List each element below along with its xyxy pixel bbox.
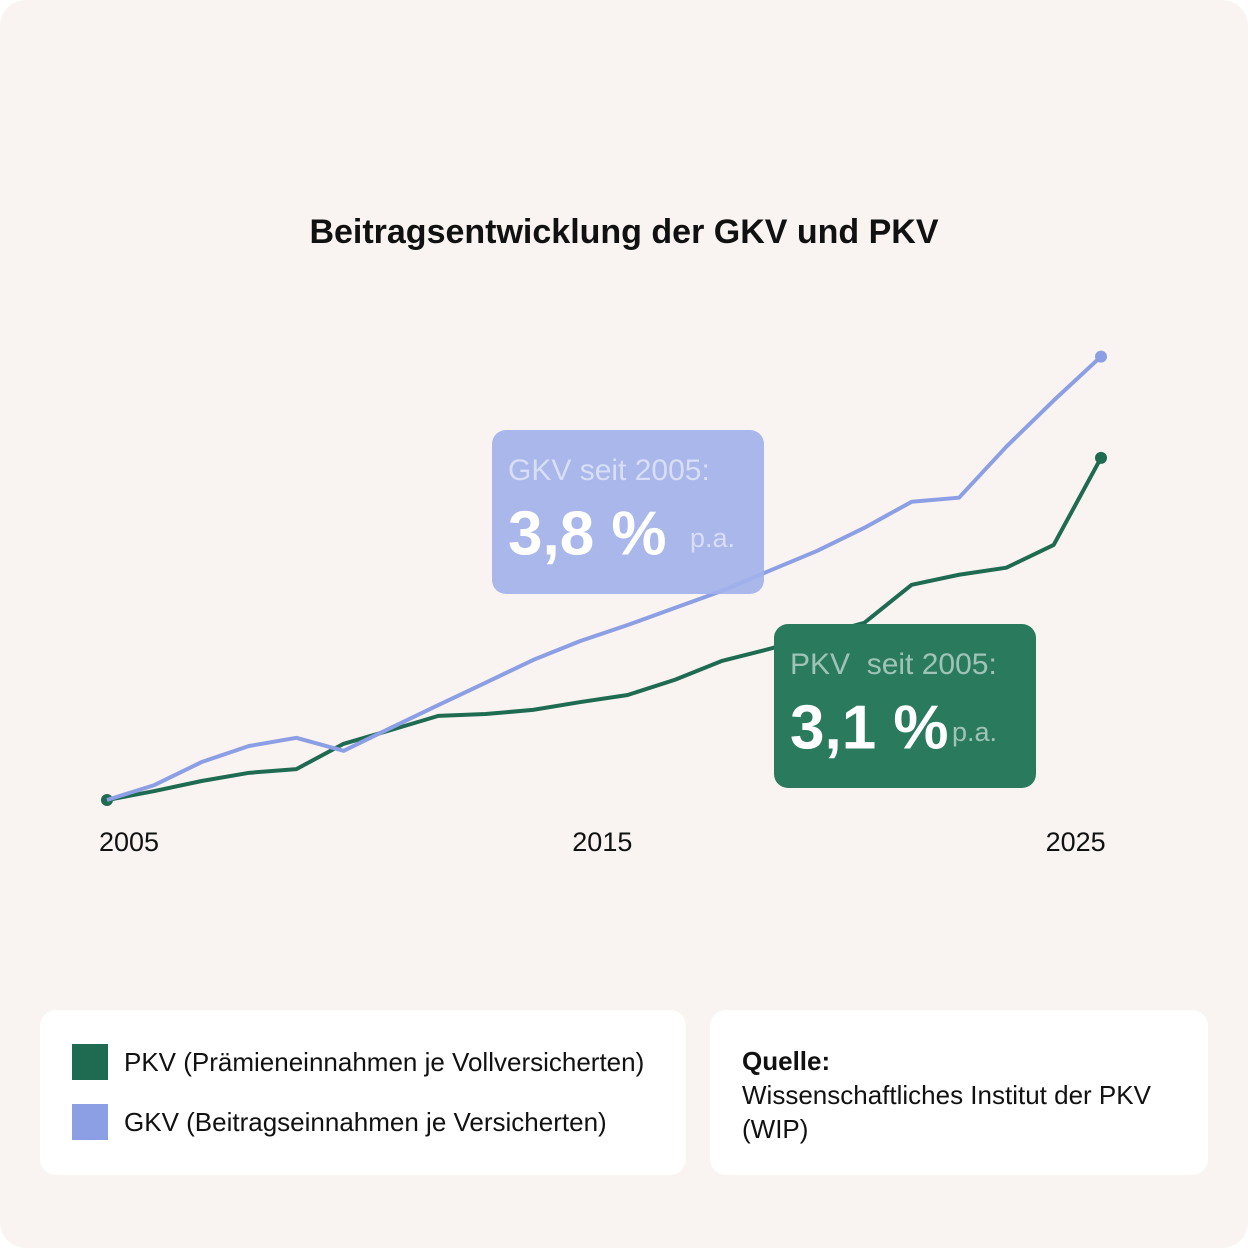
annotation-unit: p.a. <box>690 523 735 553</box>
annotation-value: 3,8 % <box>508 499 667 568</box>
legend-label: GKV (Beitragseinnahmen je Versicherten) <box>124 1106 607 1137</box>
legend-swatch <box>72 1104 108 1140</box>
annotation-label: GKV seit 2005: <box>508 454 710 487</box>
end-point <box>1095 350 1107 363</box>
chart-title: Beitragsentwicklung der GKV und PKV <box>309 213 938 251</box>
annotation-box <box>492 430 764 594</box>
annotation-box <box>774 624 1036 788</box>
legend-item: GKV (Beitragseinnahmen je Versicherten) <box>72 1104 686 1140</box>
legend-label: PKV (Prämieneinnahmen je Vollversicherte… <box>124 1046 645 1077</box>
annotation-unit: p.a. <box>952 717 997 747</box>
legend-item: PKV (Prämieneinnahmen je Vollversicherte… <box>72 1044 686 1080</box>
legend-swatch <box>72 1044 108 1080</box>
source-panel: Quelle: Wissenschaftliches Institut der … <box>710 1010 1208 1175</box>
source-label: Quelle: <box>742 1046 831 1076</box>
x-tick-label: 2005 <box>99 827 159 857</box>
annotation: PKV seit 2005: 3,1 % p.a. <box>774 624 1036 788</box>
series-line <box>106 355 1103 802</box>
annotation-label: PKV seit 2005: <box>790 648 997 681</box>
source-text: Wissenschaftliches Institut der PKV (WIP… <box>742 1080 1151 1144</box>
x-tick-label: 2015 <box>572 827 632 857</box>
series-line <box>106 456 1103 802</box>
chart: Beitragsentwicklung der GKV und PKV 2005… <box>99 213 1107 857</box>
end-point <box>1095 451 1107 464</box>
legend: PKV (Prämieneinnahmen je Vollversicherte… <box>40 1010 686 1175</box>
annotation: GKV seit 2005: 3,8 % p.a. <box>492 430 764 594</box>
annotation-value: 3,1 % <box>790 693 949 762</box>
x-tick-label: 2025 <box>1046 827 1106 857</box>
